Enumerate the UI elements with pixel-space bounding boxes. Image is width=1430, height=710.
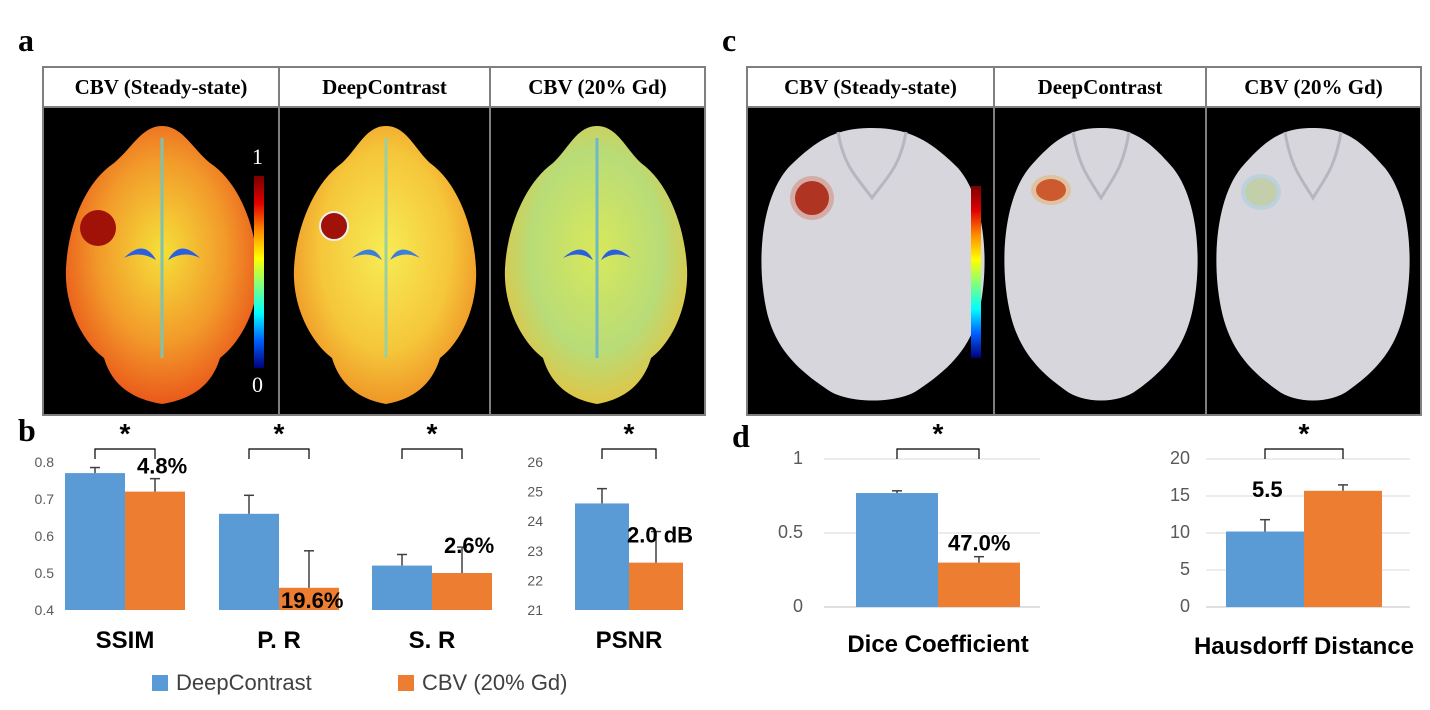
panel-c-colorbar: [971, 186, 981, 358]
bar-deepcontrast: [65, 473, 125, 610]
y-tick-label: 25: [527, 484, 543, 500]
panel-c-colorbar-max: 1: [970, 154, 981, 179]
y-tick-label: 15: [1170, 485, 1190, 505]
y-tick-label: 24: [527, 513, 543, 529]
bar-cbv20: [938, 562, 1020, 607]
panel-c-header-steady-state: CBV (Steady-state): [748, 68, 995, 106]
panel-a-image-cbv20: [491, 108, 704, 414]
panel-letter-d: d: [732, 418, 750, 454]
panel-a-colorbar: [254, 176, 264, 368]
bar-cbv20: [432, 573, 492, 610]
panel-a-header-cbv20: CBV (20% Gd): [528, 74, 667, 99]
significance-bracket: [1264, 448, 1344, 459]
y-tick-label: 10: [1170, 522, 1190, 542]
panel-c-colorbar-min: 0: [970, 360, 981, 385]
panel-c-image-grid: CBV (Steady-state) DeepContrast CBV (20%…: [746, 66, 1422, 416]
panel-c-header-cbv20: CBV (20% Gd): [1244, 74, 1383, 99]
bar-deepcontrast: [219, 513, 279, 610]
bar-deepcontrast: [856, 493, 938, 607]
panel-letter-b: b: [18, 412, 36, 448]
significance-bracket: [896, 448, 980, 459]
bar-cbv20: [629, 562, 683, 610]
difference-annotation: 2.6%: [444, 533, 494, 558]
legend-label-cbv20: CBV (20% Gd): [422, 670, 568, 695]
panel-a-image-steady-state: [44, 108, 280, 414]
significance-bracket: [94, 448, 156, 459]
panel-a-image-deepcontrast: [280, 108, 491, 414]
y-tick-label: 22: [527, 572, 543, 588]
significance-star: *: [1299, 418, 1310, 449]
category-label: S. R: [409, 627, 456, 654]
panel-c-image-cbv20: [1207, 108, 1420, 414]
significance-bracket: [401, 448, 463, 459]
significance-star: *: [933, 418, 944, 449]
y-tick-label: 23: [527, 543, 543, 559]
legend-label-deepcontrast: DeepContrast: [176, 670, 312, 695]
significance-star: *: [120, 418, 131, 449]
panel-letter-c: c: [722, 22, 737, 58]
y-tick-label: 0.8: [35, 454, 55, 470]
bar-deepcontrast: [575, 503, 629, 610]
category-label: P. R: [257, 627, 301, 654]
y-tick-label: 0: [1180, 596, 1190, 616]
y-tick-label: 0.7: [35, 491, 55, 507]
panel-c-image-steady-state: [748, 108, 995, 414]
panel-letter-a: a: [18, 22, 34, 58]
panel-c-header-deepcontrast: DeepContrast: [995, 68, 1207, 106]
bar-cbv20: [279, 587, 339, 610]
difference-annotation: 5.5: [1252, 477, 1283, 502]
difference-annotation: 47.0%: [948, 531, 1010, 556]
significance-bracket: [248, 448, 310, 459]
category-label: SSIM: [96, 627, 155, 654]
y-tick-label: 0.5: [35, 565, 55, 581]
y-tick-label: 0: [793, 596, 803, 616]
bar-deepcontrast: [372, 565, 432, 610]
difference-annotation: 4.8%: [137, 454, 187, 479]
difference-annotation: 2.0 dB: [627, 523, 693, 548]
panel-a-colorbar-max: 1: [252, 144, 263, 169]
difference-annotation: 19.6%: [281, 588, 343, 613]
significance-star: *: [274, 418, 285, 449]
legend-swatch-cbv20: [398, 675, 414, 691]
panel-a-image-grid: CBV (Steady-state) DeepContrast CBV (20%…: [42, 66, 706, 416]
y-tick-label: 21: [527, 602, 543, 618]
significance-bracket: [601, 448, 657, 459]
y-tick-label: 0.6: [35, 528, 55, 544]
y-tick-label: 26: [527, 454, 543, 470]
bar-cbv20: [1304, 490, 1382, 607]
panel-a-header-steady-state: CBV (Steady-state): [44, 68, 280, 106]
y-tick-label: 0.4: [35, 602, 55, 618]
legend-cbv20: CBV (20% Gd): [398, 670, 568, 696]
panel-a-colorbar-min: 0: [252, 372, 263, 397]
y-tick-label: 5: [1180, 559, 1190, 579]
legend-deepcontrast: DeepContrast: [152, 670, 312, 696]
legend-swatch-deepcontrast: [152, 675, 168, 691]
panel-c-image-deepcontrast: [995, 108, 1207, 414]
category-label: Dice Coefficient: [847, 631, 1028, 658]
significance-star: *: [624, 418, 635, 449]
y-tick-label: 1: [793, 448, 803, 468]
category-label: PSNR: [596, 627, 663, 654]
bar-deepcontrast: [1226, 531, 1304, 607]
significance-star: *: [427, 418, 438, 449]
bar-cbv20: [125, 491, 185, 610]
y-tick-label: 0.5: [778, 522, 803, 542]
category-label: Hausdorff Distance: [1194, 633, 1414, 660]
y-tick-label: 20: [1170, 448, 1190, 468]
panel-a-header-deepcontrast: DeepContrast: [280, 68, 491, 106]
